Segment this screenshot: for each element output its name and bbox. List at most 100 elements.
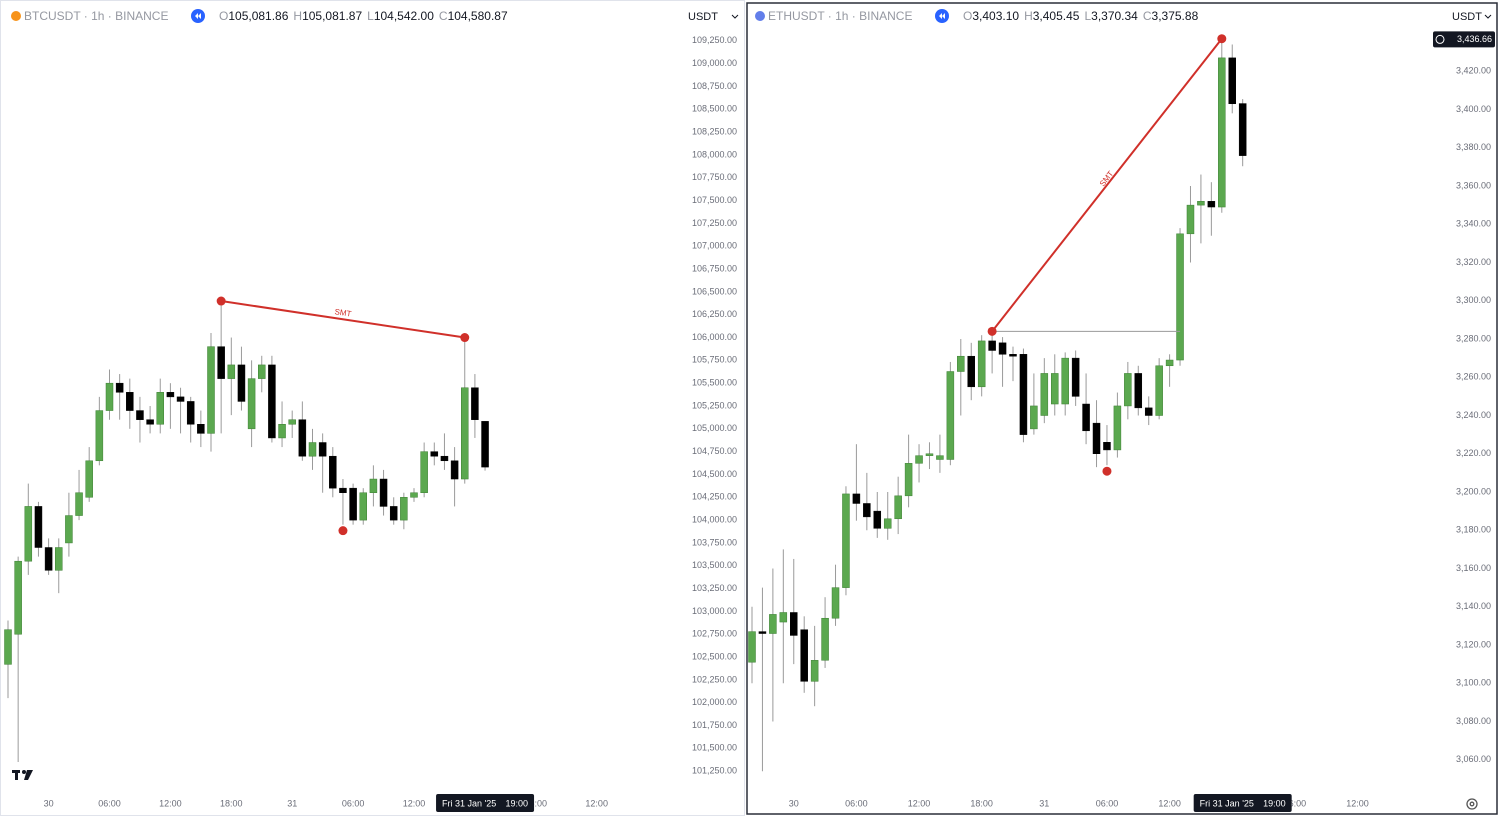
candle-body bbox=[55, 547, 63, 571]
y-tick-label: 101,500.00 bbox=[692, 743, 737, 753]
candle-body bbox=[863, 503, 871, 518]
symbol-icon[interactable] bbox=[755, 11, 765, 21]
ohlc-value: 105,081.86 bbox=[228, 9, 288, 23]
ohlc-key: L bbox=[1084, 9, 1091, 23]
y-tick-label: 108,750.00 bbox=[692, 81, 737, 91]
crosshair-time-badge bbox=[436, 794, 535, 812]
crosshair-date: Fri 31 Jan '25 bbox=[1200, 798, 1254, 808]
replay-arrows bbox=[939, 13, 945, 19]
y-tick-label: 104,000.00 bbox=[692, 514, 737, 524]
candle-body bbox=[197, 424, 205, 434]
candle-body bbox=[769, 614, 777, 634]
smt-line[interactable] bbox=[221, 300, 465, 339]
candle-body bbox=[1228, 57, 1236, 105]
candle-body bbox=[258, 364, 266, 379]
candle-body bbox=[136, 410, 144, 420]
y-tick-label: 3,280.00 bbox=[1456, 333, 1491, 343]
candle-body bbox=[95, 410, 104, 462]
candle-body bbox=[410, 492, 418, 498]
currency-select[interactable]: USDT bbox=[688, 11, 718, 23]
candle-body bbox=[925, 453, 934, 456]
settings-icon[interactable] bbox=[1466, 798, 1478, 810]
candle-body bbox=[85, 460, 93, 498]
candle-body bbox=[207, 346, 215, 434]
smt-point[interactable] bbox=[1217, 34, 1227, 44]
candle-body bbox=[146, 419, 154, 425]
y-tick-label: 108,500.00 bbox=[692, 104, 737, 114]
candle-body bbox=[988, 340, 996, 351]
candle-body bbox=[1197, 201, 1205, 206]
swing-low-point[interactable] bbox=[338, 526, 348, 536]
ohlc-key: O bbox=[219, 9, 228, 23]
currency-select[interactable]: USDT bbox=[1452, 11, 1482, 23]
y-tick-label: 3,080.00 bbox=[1456, 716, 1491, 726]
candle-body bbox=[481, 421, 489, 468]
active-panel-frame[interactable] bbox=[746, 2, 1498, 815]
candle-body bbox=[105, 382, 114, 411]
candle-body bbox=[44, 547, 53, 571]
candle-body bbox=[1134, 373, 1143, 409]
x-tick-label: 06:00 bbox=[1096, 798, 1119, 808]
candle-body bbox=[450, 460, 459, 480]
ohlc-value: 104,542.00 bbox=[374, 9, 434, 23]
candle-body bbox=[176, 396, 185, 402]
x-tick-label: 12:00 bbox=[908, 798, 931, 808]
y-tick-label: 105,000.00 bbox=[692, 423, 737, 433]
candle-body bbox=[186, 401, 195, 425]
logo[interactable] bbox=[12, 770, 33, 780]
y-tick-label: 3,340.00 bbox=[1456, 219, 1491, 229]
y-tick-label: 108,250.00 bbox=[692, 126, 737, 136]
smt-point[interactable] bbox=[460, 333, 470, 343]
x-tick-label: 30 bbox=[789, 798, 799, 808]
candle-body bbox=[967, 355, 975, 388]
y-tick-label: 107,000.00 bbox=[692, 241, 737, 251]
candle-body bbox=[227, 364, 236, 379]
ohlc-legend: O105,081.86 H105,081.87 L104,542.00 C104,58… bbox=[219, 9, 508, 23]
candle-body bbox=[1218, 57, 1226, 208]
x-tick-label: 18:00 bbox=[220, 798, 243, 808]
y-tick-label: 107,750.00 bbox=[692, 172, 737, 182]
candle-body bbox=[471, 387, 479, 420]
ohlc-key: C bbox=[1143, 9, 1152, 23]
y-tick-label: 3,360.00 bbox=[1456, 180, 1491, 190]
candle-body bbox=[318, 442, 327, 457]
candle-body bbox=[65, 515, 73, 544]
add-alert-icon[interactable] bbox=[1435, 34, 1445, 44]
x-tick-label: 06:00 bbox=[98, 798, 121, 808]
currency-caret bbox=[731, 14, 739, 19]
smt-point[interactable] bbox=[216, 296, 226, 306]
smt-line[interactable] bbox=[991, 38, 1223, 332]
smt-point[interactable] bbox=[987, 326, 997, 336]
candle-body bbox=[379, 478, 388, 507]
y-tick-label: 3,320.00 bbox=[1456, 257, 1491, 267]
candle-body bbox=[389, 506, 398, 521]
y-tick-label: 3,120.00 bbox=[1456, 639, 1491, 649]
candle-body bbox=[1030, 405, 1038, 430]
candle-body bbox=[1019, 354, 1028, 435]
candle-body bbox=[883, 518, 892, 529]
crosshair-date: Fri 31 Jan '25 bbox=[442, 798, 496, 808]
ohlc-value: 3,405.45 bbox=[1033, 9, 1080, 23]
y-tick-label: 109,250.00 bbox=[692, 35, 737, 45]
candle-body bbox=[1061, 357, 1069, 405]
symbol-title[interactable]: BTCUSDT · 1h · BINANCE bbox=[24, 9, 168, 23]
y-tick-label: 3,240.00 bbox=[1456, 410, 1491, 420]
y-tick-label: 104,750.00 bbox=[692, 446, 737, 456]
symbol-icon[interactable] bbox=[11, 11, 21, 21]
candle-body bbox=[24, 506, 33, 562]
crosshair-time: 19:00 bbox=[1263, 798, 1286, 808]
ohlc-key: H bbox=[1024, 9, 1033, 23]
y-tick-label: 104,500.00 bbox=[692, 469, 737, 479]
y-tick-label: 3,300.00 bbox=[1456, 295, 1491, 305]
symbol-title[interactable]: ETHUSDT · 1h · BINANCE bbox=[768, 9, 912, 23]
candle-body bbox=[278, 424, 286, 439]
candle-body bbox=[1082, 403, 1090, 432]
candle-body bbox=[831, 587, 840, 619]
y-tick-label: 106,500.00 bbox=[692, 286, 737, 296]
ohlc-key: L bbox=[367, 9, 374, 23]
candle-body bbox=[126, 392, 134, 411]
ohlc-value: 3,370.34 bbox=[1091, 9, 1138, 23]
swing-low-point[interactable] bbox=[1102, 466, 1112, 476]
